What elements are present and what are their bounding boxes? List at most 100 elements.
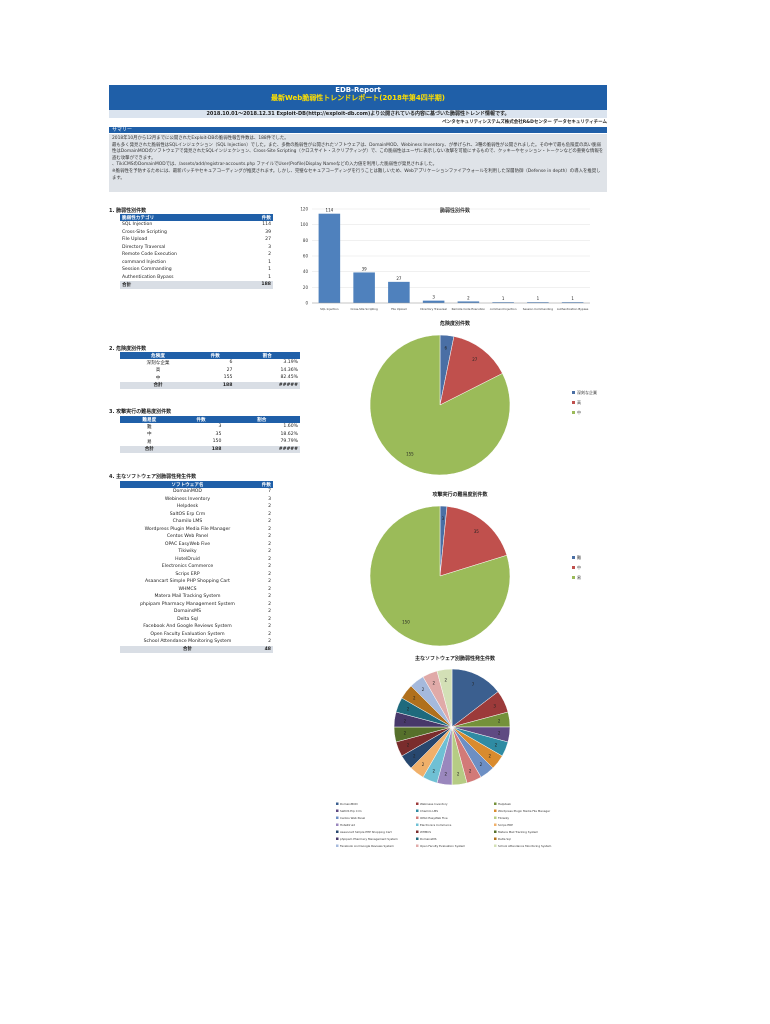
slice-value-label: 7: [472, 682, 475, 687]
bar: [318, 213, 341, 303]
legend-swatch: [416, 837, 419, 840]
legend-swatch: [336, 830, 339, 833]
level-name: 中: [155, 375, 161, 381]
software-count: 2: [268, 579, 271, 585]
slice-value-label: 2: [407, 743, 410, 748]
table-row: 易 150 79.79%: [120, 438, 300, 446]
slice-value-label: 35: [474, 529, 480, 534]
legend-swatch: [416, 802, 419, 805]
table-row: 難 3 1.60%: [120, 423, 300, 431]
pie3-title: 主なソフトウェア別脆弱性発生件数: [414, 656, 495, 662]
category-count: 3: [268, 244, 271, 250]
section4-title: 4. 主なソフトウェア別脆弱性発生件数: [109, 474, 197, 480]
software-count: 2: [268, 609, 271, 615]
legend-swatch: [494, 809, 497, 812]
software-name: Helpdesk: [176, 504, 199, 510]
slice-value-label: 27: [472, 357, 478, 362]
legend-swatch: [336, 809, 339, 812]
slice-value-label: 2: [404, 731, 407, 736]
slice-value-label: 150: [402, 620, 410, 625]
total-value: 188: [178, 445, 224, 453]
table-row: Authentication Bypass 1: [120, 274, 273, 282]
legend-label: Wordpress Plugin Media File Manager: [498, 809, 551, 813]
software-name: Electronics Commerce: [161, 564, 214, 570]
total-label: 合計: [120, 281, 245, 289]
slice-value-label: 2: [488, 753, 491, 758]
level-name: 難: [147, 424, 152, 430]
slice-value-label: 3: [493, 703, 496, 708]
y-tick-label: 120: [300, 207, 308, 212]
difficulty-pie-chart: 3 35 150 難中易: [369, 505, 581, 647]
table-row: Electronics Commerce 2: [120, 563, 273, 571]
bar-value-label: 39: [362, 266, 368, 271]
table-row: Asaancart Simple PHP Shopping Cart 2: [120, 578, 273, 586]
table-row: Webiness Inventory 3: [120, 496, 273, 504]
slice-value-label: 2: [469, 768, 472, 773]
col-header: 割合: [223, 416, 300, 423]
x-category-label: Cross-Site Scripting: [350, 307, 378, 311]
legend-label: Delta Sql: [498, 837, 511, 841]
category-count: 2: [268, 252, 271, 258]
level-count: 6: [229, 360, 233, 366]
table-row: 中 35 18.62%: [120, 431, 300, 439]
legend-label: Tikiwiky: [497, 816, 509, 820]
legend-label: 難: [577, 554, 581, 560]
category-count: 1: [268, 259, 271, 265]
report-subtitle: 最新Web脆弱性トレンドレポート(2018年第4四半期): [271, 94, 445, 102]
table-row: Helpdesk 2: [120, 503, 273, 511]
col-header: 件数: [254, 481, 273, 488]
col-header: 脆弱性カテゴリ: [120, 214, 245, 221]
level-name: 易: [147, 439, 152, 445]
legend-label: WHMCS: [420, 830, 431, 834]
total-label: 合計: [120, 445, 179, 453]
table-row: SQL Injection 114: [120, 221, 273, 229]
total-row: 合計 48: [120, 645, 273, 653]
software-count: 2: [268, 616, 271, 622]
legend-swatch: [416, 830, 419, 833]
section1-title: 1. 脆弱性別件数: [109, 208, 147, 214]
slice-value-label: 2: [480, 762, 483, 767]
table-row: Delta Sql 2: [120, 616, 273, 624]
slice-value-label: 155: [406, 451, 414, 456]
table-row: Tikiwiky 2: [120, 548, 273, 556]
legend-swatch: [572, 556, 575, 559]
table-row: WHMCS 2: [120, 586, 273, 594]
col-header: 割合: [234, 352, 300, 359]
vuln-bar-chart: 0 20 40 60 80 100 120 114 SQL Injection 39 Cross-S…: [300, 207, 590, 311]
software-count: 2: [268, 556, 271, 562]
difficulty-table: 難易度 件数 割合 難 3 1.60% 中 35 18.62% 易 150 79.79% 合計 18…: [120, 416, 300, 453]
level-count: 155: [223, 375, 233, 381]
table-row: Open Faculty Evaluation System 2: [120, 631, 273, 639]
legend-swatch: [572, 401, 575, 404]
legend-label: 高: [577, 399, 581, 405]
software-count: 2: [268, 571, 271, 577]
bar: [353, 272, 375, 303]
table-row: Matera Mail Tracking System 2: [120, 593, 273, 601]
total-label: 合計: [120, 645, 255, 653]
category-name: Authentication Bypass: [122, 274, 174, 280]
table-row: OPAC EasyWeb Five 2: [120, 541, 273, 549]
slice-value-label: 2: [498, 718, 501, 723]
software-name: Tikiwiky: [178, 549, 197, 555]
legend-swatch: [336, 844, 339, 847]
legend-label: 中: [577, 409, 581, 415]
software-count: 2: [268, 631, 271, 637]
x-category-label: SQL Injection: [320, 307, 339, 311]
legend-swatch: [336, 837, 339, 840]
software-count: 2: [268, 519, 271, 525]
bar-chart-title: 脆弱性別件数: [439, 208, 470, 214]
col-header: 件数: [196, 352, 235, 359]
slice-value-label: 2: [457, 772, 460, 777]
report-title: EDB-Report: [335, 86, 381, 94]
total-row: 合計 188 #####: [120, 445, 300, 453]
category-name: Session Commanding: [122, 267, 172, 273]
software-name: Open Faculty Evaluation System: [150, 631, 225, 637]
legend-label: Centos Web Panel: [340, 816, 365, 820]
software-count: 2: [268, 601, 271, 607]
x-category-label: Session Commanding: [523, 307, 553, 311]
vuln-category-table: 脆弱性カテゴリ 件数 SQL Injection 114 Cross-Site Sc…: [120, 214, 273, 289]
summary-line: 2018年10月から12月までに公開されたExploit-DBの脆弱性報告件数は…: [112, 136, 289, 141]
severity-table: 危険度 件数 割合 深刻な企業 6 3.19% 高 27 14.36% 中 155 82.45%…: [120, 352, 300, 389]
pie-slice: [439, 336, 503, 406]
